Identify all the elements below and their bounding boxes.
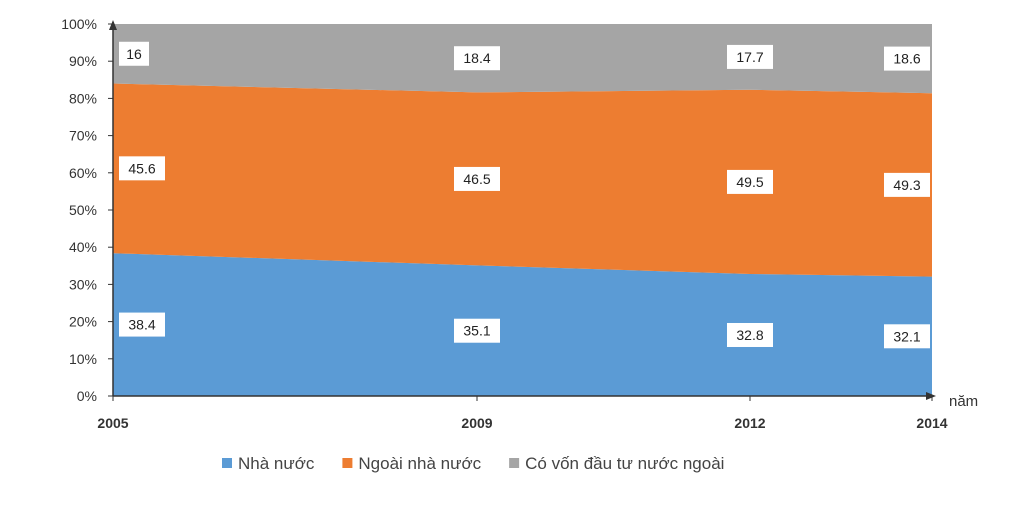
data-label-box [119,156,165,181]
data-label-s1-2014: 32.1 [884,324,930,349]
y-tick-label: 100% [61,16,97,32]
y-axis-arrow [109,20,117,30]
x-tick-label: 2005 [97,415,128,431]
x-axis-label: năm [949,393,978,410]
x-tick-label: 2014 [916,415,947,431]
axes [108,20,936,401]
data-label-box [119,312,165,337]
x-tick-label: 2012 [734,415,765,431]
data-label-box [454,318,500,343]
y-tick-label: 70% [69,128,97,144]
x-axis-arrow [926,392,936,400]
legend-item-3: Có vốn đầu tư nước ngoài [509,454,724,473]
y-tick-label: 30% [69,276,97,292]
data-label-s2-2005: 45.6 [119,156,165,181]
data-label-box [119,41,149,66]
data-label-box [884,172,930,197]
area-series-1 [113,253,932,396]
data-label-value: 38.4 [128,317,155,333]
data-label-s3-2014: 18.6 [884,46,930,71]
data-label-box [884,46,930,71]
data-label-s1-2005: 38.4 [119,312,165,337]
legend-swatch [222,458,232,468]
area-series-2 [113,83,932,277]
data-labels: 38.4 35.1 32.8 32.1 45.6 46.5 49.5 49.3 16 18.4 17… [119,41,930,349]
data-label-box [727,322,773,347]
data-label-s2-2012: 49.5 [727,169,773,194]
y-tick-label: 0% [77,388,97,404]
data-label-value: 49.3 [893,177,920,193]
y-tick-label: 40% [69,239,97,255]
data-label-box [454,166,500,191]
y-tick-label: 60% [69,165,97,181]
data-label-value: 35.1 [463,323,490,339]
data-label-s2-2014: 49.3 [884,172,930,197]
data-label-value: 32.1 [893,328,920,344]
y-tick-label: 50% [69,202,97,218]
y-tick-label: 10% [69,351,97,367]
data-label-value: 16 [126,46,142,62]
data-label-value: 18.6 [893,51,920,67]
data-label-s3-2009: 18.4 [454,46,500,71]
data-label-s2-2009: 46.5 [454,166,500,191]
data-label-s3-2012: 17.7 [727,44,773,69]
data-label-value: 49.5 [736,174,763,190]
data-label-s1-2012: 32.8 [727,322,773,347]
area-layer [113,24,932,396]
legend-label: Nhà nước [238,454,315,473]
y-tick-label: 90% [69,53,97,69]
legend-label: Có vốn đầu tư nước ngoài [525,454,724,473]
legend: Nhà nước Ngoài nhà nước Có vốn đầu tư nước… [222,454,724,473]
x-tick-label: 2009 [461,415,492,431]
y-tick-label: 80% [69,90,97,106]
y-tick-label: 20% [69,314,97,330]
data-label-box [727,169,773,194]
data-label-s3-2005: 16 [119,41,149,66]
y-tick-labels: 0% 10% 20% 30% 40% 50% 60% 70% 80% 90% 100% [61,16,97,404]
legend-swatch [509,458,520,468]
data-label-value: 46.5 [463,171,490,187]
data-label-value: 18.4 [463,50,490,66]
legend-swatch [342,458,353,468]
legend-item-1: Nhà nước [222,454,315,473]
data-label-value: 45.6 [128,160,155,176]
data-label-value: 32.8 [736,327,763,343]
area-series-3 [113,24,932,94]
data-label-box [454,46,500,71]
data-label-box [727,44,773,69]
x-tick-labels: 2005 2009 2012 2014 [97,415,947,431]
legend-item-2: Ngoài nhà nước [342,454,482,473]
data-label-box [884,324,930,349]
data-label-s1-2009: 35.1 [454,318,500,343]
data-label-value: 17.7 [736,49,763,65]
legend-label: Ngoài nhà nước [358,454,481,473]
